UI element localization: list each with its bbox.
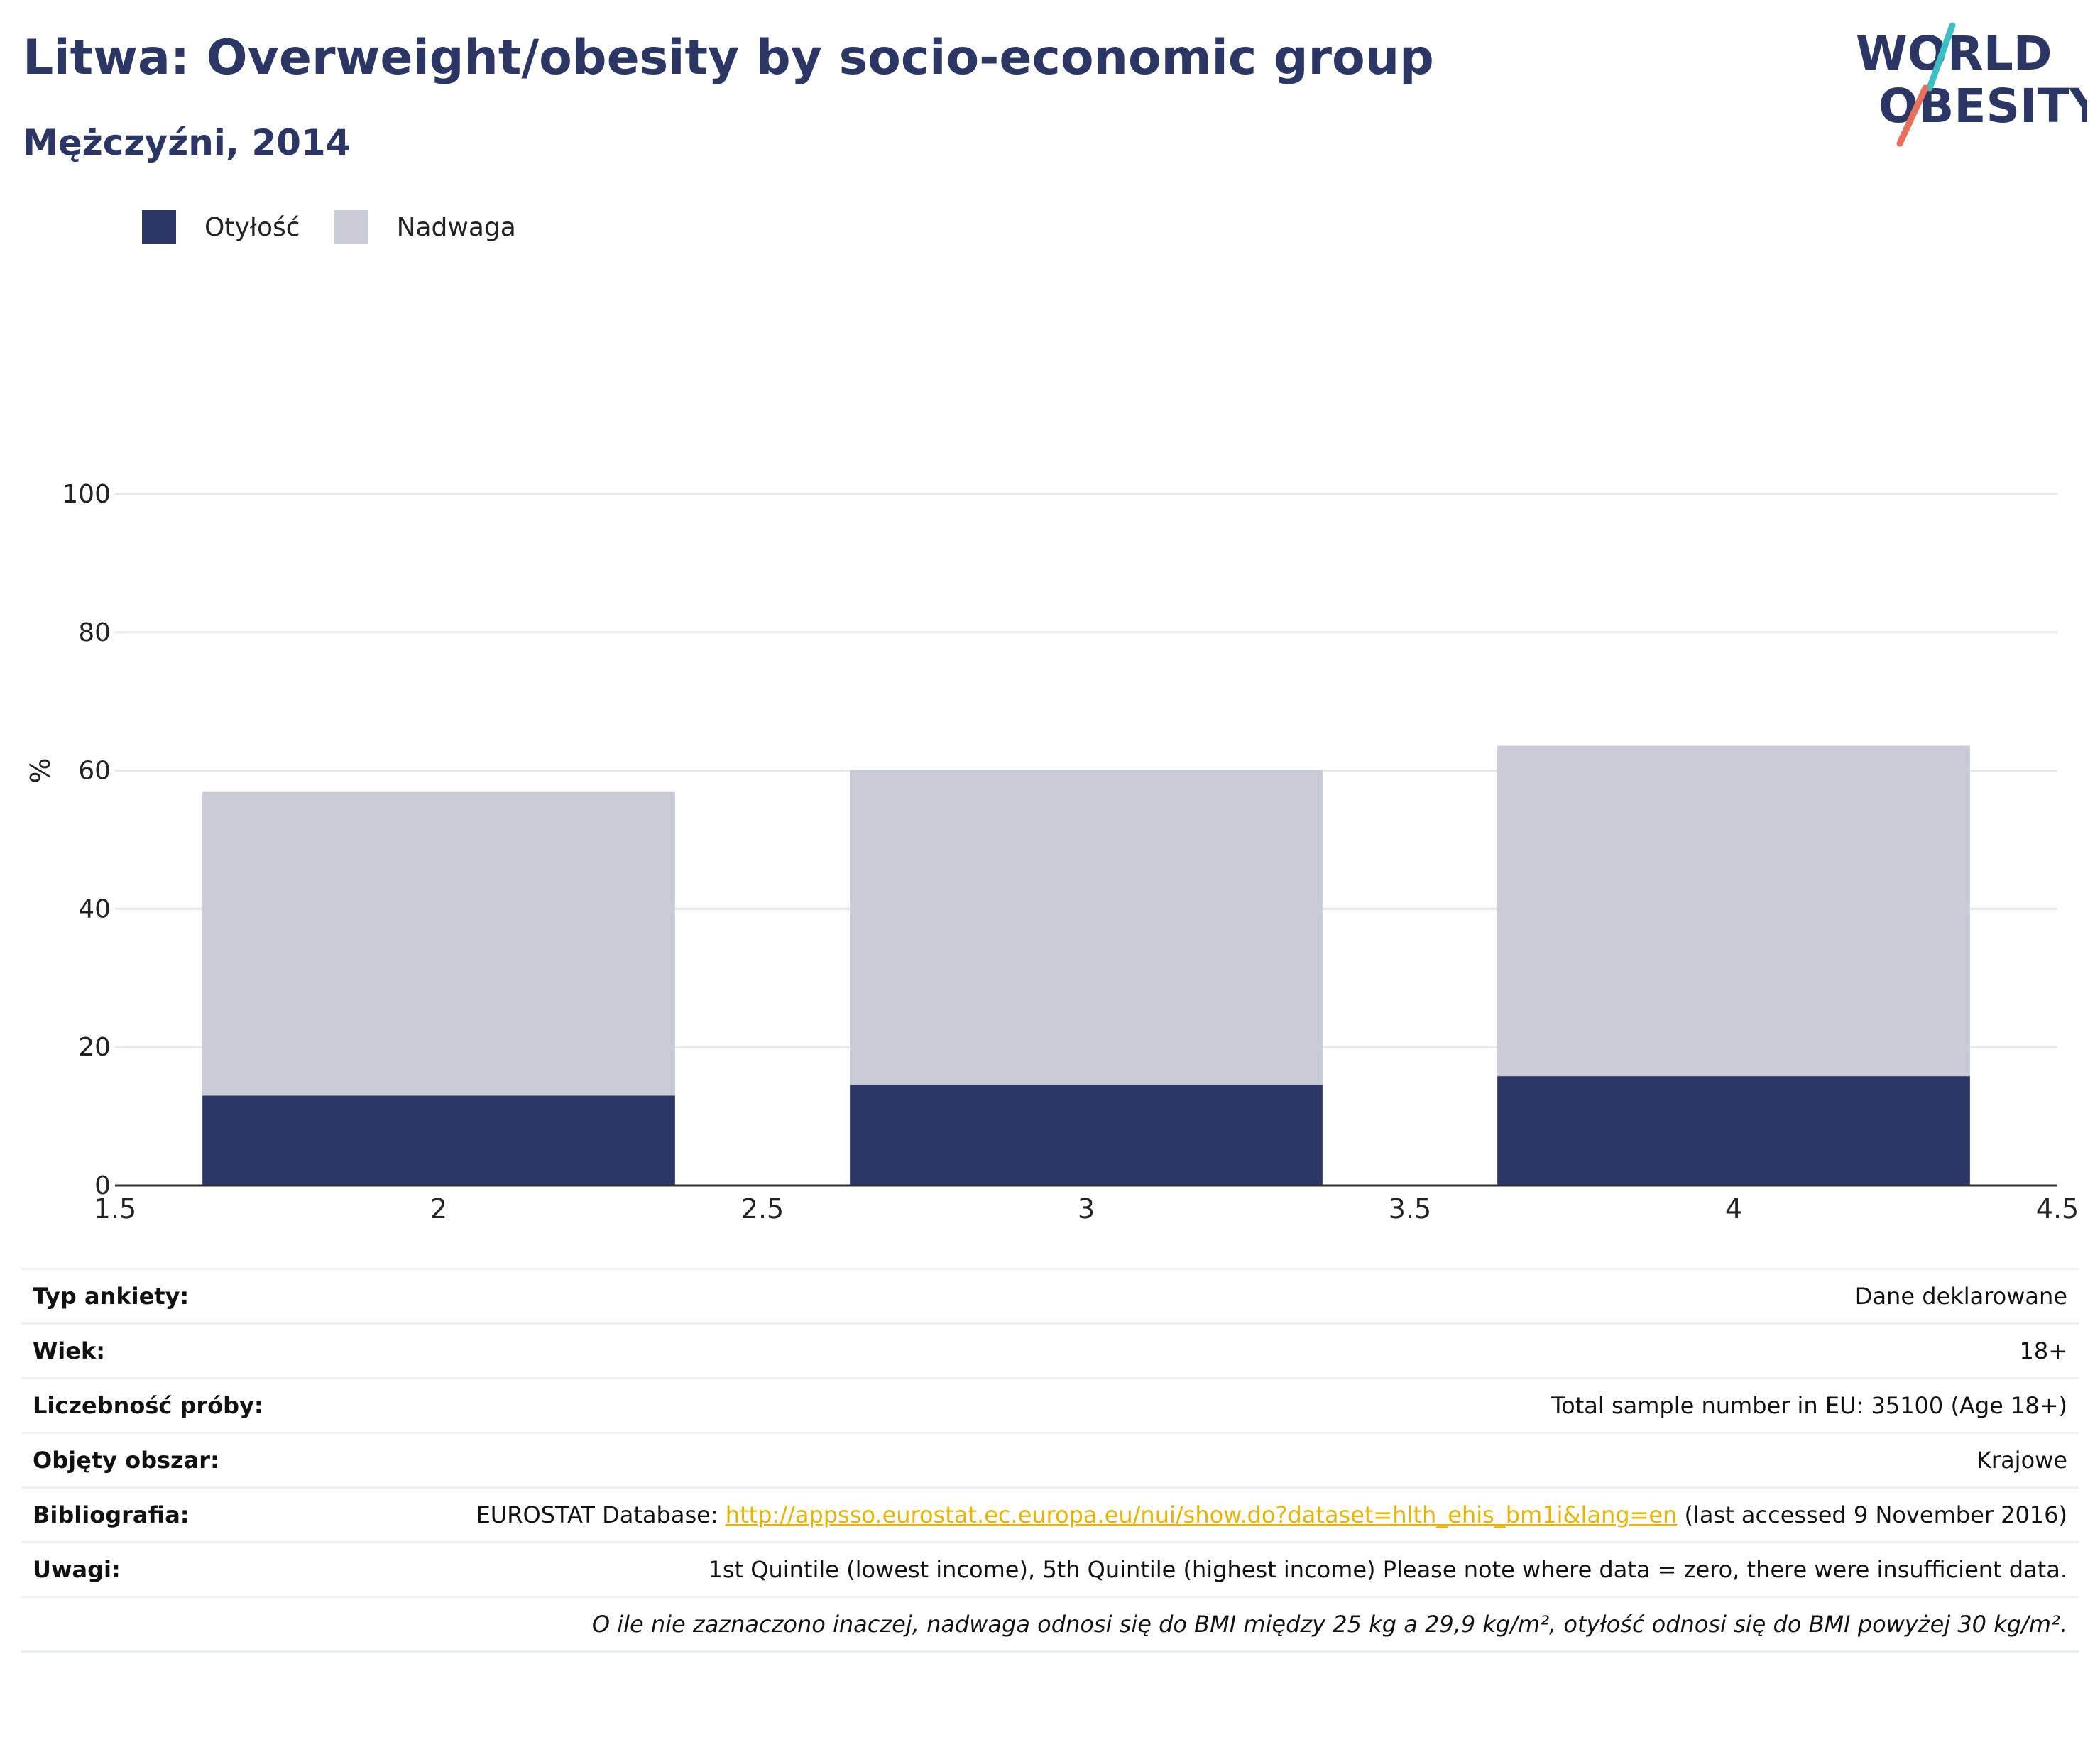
row-bibliography: Bibliografia: EUROSTAT Database: http://… — [21, 1486, 2079, 1543]
row-survey-type: Typ ankiety: Dane deklarowane — [21, 1268, 2079, 1324]
row-area: Objęty obszar: Krajowe — [21, 1432, 2079, 1488]
metadata-table: Typ ankiety: Dane deklarowane Wiek: 18+ … — [21, 1268, 2079, 1653]
x-tick-label-0: 1.5 — [94, 1193, 136, 1225]
legend-swatch-overweight — [334, 210, 368, 244]
bar-obesity-x3 — [850, 1084, 1323, 1185]
x-tick-label-4: 3.5 — [1389, 1193, 1431, 1225]
bibliography-suffix: (last accessed 9 November 2016) — [1677, 1501, 2067, 1528]
y-tick-label-1: 20 — [78, 1033, 111, 1062]
bibliography-value: EUROSTAT Database: http://appsso.eurosta… — [371, 1486, 2079, 1543]
bibliography-link[interactable]: http://appsso.eurostat.ec.europa.eu/nui/… — [725, 1501, 1678, 1528]
age-label: Wiek: — [21, 1322, 371, 1379]
bmi-footnote: O ile nie zaznaczono inaczej, nadwaga od… — [371, 1596, 2079, 1653]
bar-obesity-x2 — [202, 1095, 675, 1185]
x-tick-label-5: 4 — [1725, 1193, 1742, 1225]
stacked-bar-chart: 0 20 40 60 80 100 1.5 2 2.5 3 3.5 4 4.5% — [25, 480, 2079, 1225]
area-label: Objęty obszar: — [21, 1432, 371, 1488]
legend-label-overweight: Nadwaga — [396, 212, 516, 242]
row-notes: Uwagi: 1st Quintile (lowest income), 5th… — [21, 1541, 2079, 1597]
sample-value: Total sample number in EU: 35100 (Age 18… — [371, 1377, 2079, 1433]
notes-value: 1st Quintile (lowest income), 5th Quinti… — [371, 1541, 2079, 1597]
notes-label: Uwagi: — [21, 1541, 371, 1597]
x-tick-label-1: 2 — [430, 1193, 447, 1225]
legend-item-overweight[interactable]: Nadwaga — [334, 210, 516, 244]
bibliography-label: Bibliografia: — [21, 1486, 371, 1543]
x-tick-label-6: 4.5 — [2036, 1193, 2079, 1225]
row-footnote: O ile nie zaznaczono inaczej, nadwaga od… — [21, 1596, 2079, 1653]
chart-title: Litwa: Overweight/obesity by socio-econo… — [23, 30, 1434, 86]
legend-label-obesity: Otyłość — [204, 212, 300, 242]
logo-word-world: WORLD — [1856, 26, 2052, 81]
bibliography-prefix: EUROSTAT Database: — [476, 1501, 726, 1528]
area-value: Krajowe — [371, 1432, 2079, 1488]
y-tick-label-0: 0 — [94, 1171, 111, 1200]
legend-swatch-obesity — [142, 210, 176, 244]
row-age: Wiek: 18+ — [21, 1322, 2079, 1379]
survey-type-label: Typ ankiety: — [21, 1268, 371, 1324]
bar-obesity-x4 — [1497, 1076, 1970, 1185]
world-obesity-logo: WORLD OBESITY — [1856, 22, 2087, 147]
sample-label: Liczebność próby: — [21, 1377, 371, 1433]
x-tick-label-2: 2.5 — [741, 1193, 784, 1225]
chart-legend: Otyłość Nadwaga — [142, 210, 550, 244]
footnote-spacer — [21, 1596, 371, 1653]
bar-overweight-x4 — [1497, 745, 1970, 1077]
age-value: 18+ — [371, 1322, 2079, 1379]
row-sample: Liczebność próby: Total sample number in… — [21, 1377, 2079, 1433]
legend-item-obesity[interactable]: Otyłość — [142, 210, 300, 244]
x-tick-label-3: 3 — [1078, 1193, 1095, 1225]
bar-overweight-x2 — [202, 791, 675, 1096]
logo-slash-teal — [1926, 22, 1956, 92]
y-axis-label: % — [25, 758, 56, 784]
logo-slash-coral — [1896, 84, 1929, 147]
y-tick-label-2: 40 — [78, 894, 111, 924]
logo-word-obesity: OBESITY — [1878, 79, 2087, 133]
y-tick-label-4: 80 — [78, 618, 111, 647]
bar-overweight-x3 — [850, 770, 1323, 1085]
y-tick-label-3: 60 — [78, 757, 111, 786]
chart-subtitle: Mężczyźni, 2014 — [23, 122, 351, 163]
survey-type-value: Dane deklarowane — [371, 1268, 2079, 1324]
y-tick-label-5: 100 — [62, 480, 111, 509]
